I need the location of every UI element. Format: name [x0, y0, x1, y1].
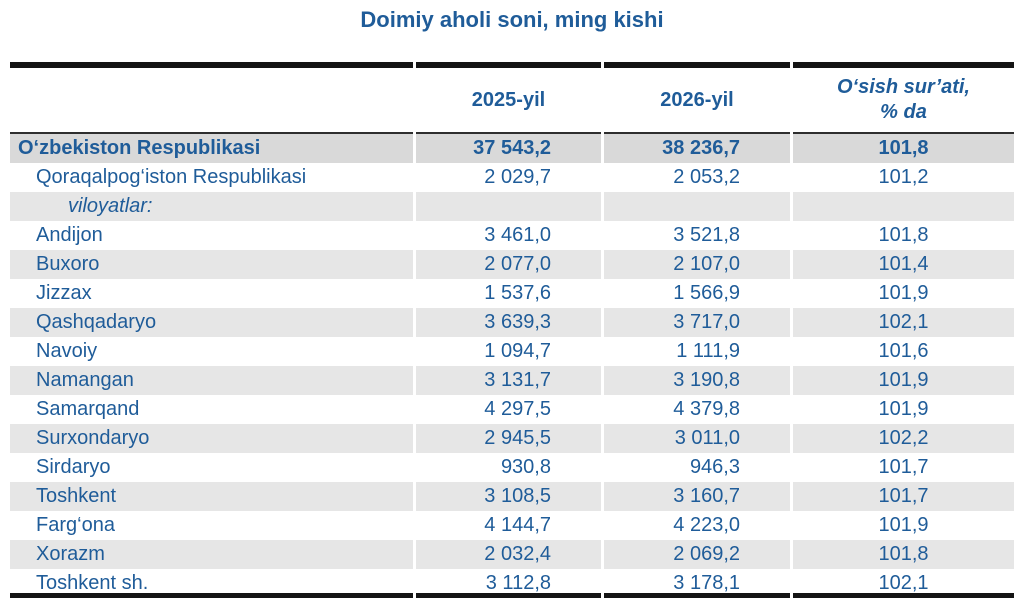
growth-cell: 102,1: [793, 569, 1014, 598]
value-2025-cell: 3 112,8: [416, 569, 601, 598]
header-region-cell: [10, 62, 413, 134]
growth-cell: 101,2: [793, 163, 1014, 192]
growth-cell: 101,9: [793, 511, 1014, 540]
value-2026-cell: 3 717,0: [604, 308, 790, 337]
region-name-cell: Buxoro: [10, 250, 413, 279]
region-name-cell: Xorazm: [10, 540, 413, 569]
table-row: Xorazm 2 032,4 2 069,2 101,8: [10, 540, 1014, 569]
growth-cell: 101,6: [793, 337, 1014, 366]
value-2025-cell: 2 032,4: [416, 540, 601, 569]
region-name-cell: Qashqadaryo: [10, 308, 413, 337]
value-2026-cell: 3 521,8: [604, 221, 790, 250]
value-2025-cell: 3 461,0: [416, 221, 601, 250]
value-2025-cell: 2 945,5: [416, 424, 601, 453]
growth-cell: 101,4: [793, 250, 1014, 279]
value-2026-cell: 3 190,8: [604, 366, 790, 395]
region-name-cell: Jizzax: [10, 279, 413, 308]
table-body: O‘zbekiston Respublikasi 37 543,2 38 236,7…: [10, 134, 1014, 598]
table-row: Qoraqalpog‘iston Respublikasi 2 029,7 2 05…: [10, 163, 1014, 192]
growth-cell: 101,7: [793, 482, 1014, 511]
value-2025-cell: 3 108,5: [416, 482, 601, 511]
value-2025-cell: 1 094,7: [416, 337, 601, 366]
table-row: Toshkent 3 108,5 3 160,7 101,7: [10, 482, 1014, 511]
value-2026-cell: 1 566,9: [604, 279, 790, 308]
value-2025-cell: 930,8: [416, 453, 601, 482]
region-name-cell: Farg‘ona: [10, 511, 413, 540]
value-2026-cell: 1 111,9: [604, 337, 790, 366]
table-row: Jizzax 1 537,6 1 566,9 101,9: [10, 279, 1014, 308]
value-2025-cell: 3 639,3: [416, 308, 601, 337]
value-2025-cell: 4 144,7: [416, 511, 601, 540]
region-name-cell: viloyatlar:: [10, 192, 413, 221]
population-table: 2025-yil 2026-yil O‘sish sur’ati, % da O…: [10, 62, 1014, 598]
region-name-cell: Qoraqalpog‘iston Respublikasi: [10, 163, 413, 192]
value-2025-cell: 37 543,2: [416, 134, 601, 163]
table-row: O‘zbekiston Respublikasi 37 543,2 38 236,7…: [10, 134, 1014, 163]
header-2025-cell: 2025-yil: [416, 62, 601, 134]
header-2026-cell: 2026-yil: [604, 62, 790, 134]
region-name-cell: Navoiy: [10, 337, 413, 366]
table-row: Farg‘ona 4 144,7 4 223,0 101,9: [10, 511, 1014, 540]
growth-cell: [793, 192, 1014, 221]
table-row: Samarqand 4 297,5 4 379,8 101,9: [10, 395, 1014, 424]
value-2026-cell: 946,3: [604, 453, 790, 482]
value-2025-cell: 2 029,7: [416, 163, 601, 192]
header-growth-cell: O‘sish sur’ati, % da: [793, 62, 1014, 134]
value-2025-cell: 1 537,6: [416, 279, 601, 308]
table-header-row: 2025-yil 2026-yil O‘sish sur’ati, % da: [10, 62, 1014, 134]
value-2026-cell: 3 160,7: [604, 482, 790, 511]
growth-cell: 101,8: [793, 134, 1014, 163]
growth-cell: 101,7: [793, 453, 1014, 482]
growth-cell: 102,1: [793, 308, 1014, 337]
growth-cell: 101,9: [793, 366, 1014, 395]
value-2026-cell: 4 379,8: [604, 395, 790, 424]
value-2026-cell: 4 223,0: [604, 511, 790, 540]
value-2026-cell: 2 107,0: [604, 250, 790, 279]
region-name-cell: Toshkent sh.: [10, 569, 413, 598]
table-row: Navoiy 1 094,7 1 111,9 101,6: [10, 337, 1014, 366]
growth-cell: 102,2: [793, 424, 1014, 453]
region-name-cell: Sirdaryo: [10, 453, 413, 482]
value-2025-cell: [416, 192, 601, 221]
value-2026-cell: 2 053,2: [604, 163, 790, 192]
value-2026-cell: 3 178,1: [604, 569, 790, 598]
table-row: Namangan 3 131,7 3 190,8 101,9: [10, 366, 1014, 395]
region-name-cell: Samarqand: [10, 395, 413, 424]
growth-cell: 101,9: [793, 279, 1014, 308]
table-row: Toshkent sh. 3 112,8 3 178,1 102,1: [10, 569, 1014, 598]
value-2026-cell: 2 069,2: [604, 540, 790, 569]
value-2026-cell: [604, 192, 790, 221]
value-2025-cell: 2 077,0: [416, 250, 601, 279]
growth-cell: 101,8: [793, 221, 1014, 250]
region-name-cell: O‘zbekiston Respublikasi: [10, 134, 413, 163]
table-row: Qashqadaryo 3 639,3 3 717,0 102,1: [10, 308, 1014, 337]
table-row: Surxondaryo 2 945,5 3 011,0 102,2: [10, 424, 1014, 453]
region-name-cell: Namangan: [10, 366, 413, 395]
value-2026-cell: 3 011,0: [604, 424, 790, 453]
table-row: Sirdaryo 930,8 946,3 101,7: [10, 453, 1014, 482]
growth-cell: 101,9: [793, 395, 1014, 424]
table-row: Andijon 3 461,0 3 521,8 101,8: [10, 221, 1014, 250]
value-2026-cell: 38 236,7: [604, 134, 790, 163]
value-2025-cell: 4 297,5: [416, 395, 601, 424]
region-name-cell: Andijon: [10, 221, 413, 250]
region-name-cell: Surxondaryo: [10, 424, 413, 453]
growth-cell: 101,8: [793, 540, 1014, 569]
table-row: Buxoro 2 077,0 2 107,0 101,4: [10, 250, 1014, 279]
table-title: Doimiy aholi soni, ming kishi: [360, 7, 664, 32]
value-2025-cell: 3 131,7: [416, 366, 601, 395]
region-name-cell: Toshkent: [10, 482, 413, 511]
table-row: viloyatlar:: [10, 192, 1014, 221]
